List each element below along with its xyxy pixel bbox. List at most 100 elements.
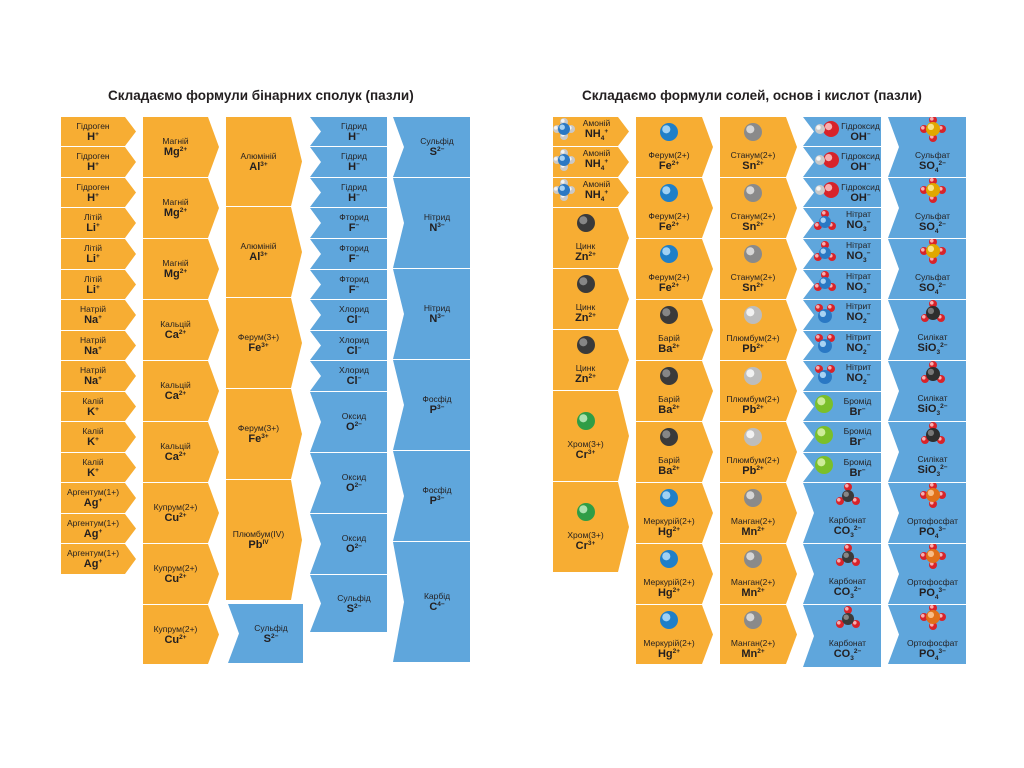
puzzle-piece[interactable]: Гідроксид OH− xyxy=(803,147,881,177)
puzzle-piece[interactable]: Магній Mg2+ xyxy=(143,117,219,177)
puzzle-piece[interactable]: Магній Mg2+ xyxy=(143,239,219,299)
puzzle-piece[interactable]: Плюмбум(2+) Pb2+ xyxy=(720,361,797,421)
puzzle-piece[interactable]: Нітрид N3− xyxy=(393,269,470,359)
puzzle-piece[interactable]: Калій K+ xyxy=(61,392,136,421)
puzzle-piece[interactable]: Меркурій(2+) Hg2+ xyxy=(636,483,713,543)
puzzle-piece[interactable]: Натрій Na+ xyxy=(61,361,136,391)
puzzle-piece[interactable]: Карбонат CO32− xyxy=(803,544,881,604)
puzzle-piece[interactable]: Фторид F− xyxy=(310,270,387,299)
puzzle-piece[interactable]: Нітрит NO2− xyxy=(803,300,881,330)
puzzle-piece[interactable]: Сульфат SO42− xyxy=(888,117,966,177)
puzzle-piece[interactable]: Гідроксид OH− xyxy=(803,117,881,146)
puzzle-piece[interactable]: Сульфід S2− xyxy=(228,604,303,663)
puzzle-piece[interactable]: Гідрид H− xyxy=(310,178,387,207)
puzzle-piece[interactable]: Алюміній Al3+ xyxy=(226,117,302,206)
puzzle-piece[interactable]: Гідроген H+ xyxy=(61,117,136,146)
puzzle-piece[interactable]: Станум(2+) Sn2+ xyxy=(720,239,797,299)
puzzle-piece[interactable]: Карбонат CO32− xyxy=(803,605,881,667)
puzzle-piece[interactable]: Цинк Zn2+ xyxy=(553,208,629,268)
puzzle-piece[interactable]: Плюмбум(IV) PbIV xyxy=(226,480,302,600)
puzzle-piece[interactable]: Манган(2+) Mn2+ xyxy=(720,483,797,543)
puzzle-piece[interactable]: Оксид O2− xyxy=(310,514,387,574)
puzzle-piece[interactable]: Карбонат CO32− xyxy=(803,483,881,543)
puzzle-piece[interactable]: Сульфат SO42− xyxy=(888,239,966,299)
puzzle-piece[interactable]: Фосфід P3− xyxy=(393,451,470,541)
puzzle-piece[interactable]: Хлорид Cl− xyxy=(310,331,387,360)
puzzle-piece[interactable]: Бромід Br− xyxy=(803,392,881,421)
puzzle-piece[interactable]: Літій Li+ xyxy=(61,239,136,269)
puzzle-piece[interactable]: Нітрид N3− xyxy=(393,178,470,268)
puzzle-piece[interactable]: Карбід C4− xyxy=(393,542,470,662)
puzzle-piece[interactable]: Станум(2+) Sn2+ xyxy=(720,117,797,177)
puzzle-piece[interactable]: Ортофосфат PO43− xyxy=(888,605,966,664)
puzzle-piece[interactable]: Манган(2+) Mn2+ xyxy=(720,605,797,664)
puzzle-piece[interactable]: Аргентум(1+) Ag+ xyxy=(61,544,136,574)
puzzle-piece[interactable]: Цинк Zn2+ xyxy=(553,330,629,390)
puzzle-piece[interactable]: Купрум(2+) Cu2+ xyxy=(143,483,219,543)
puzzle-piece[interactable]: Літій Li+ xyxy=(61,208,136,238)
puzzle-piece[interactable]: Силікат SiO32− xyxy=(888,422,966,482)
puzzle-piece[interactable]: Калій K+ xyxy=(61,453,136,482)
puzzle-piece[interactable]: Барій Ba2+ xyxy=(636,300,713,360)
puzzle-piece[interactable]: Кальцій Ca2+ xyxy=(143,361,219,421)
puzzle-piece[interactable]: Купрум(2+) Cu2+ xyxy=(143,544,219,604)
puzzle-piece[interactable]: Гідрид H− xyxy=(310,117,387,146)
puzzle-piece[interactable]: Хлорид Cl− xyxy=(310,300,387,330)
puzzle-piece[interactable]: Купрум(2+) Cu2+ xyxy=(143,605,219,664)
puzzle-piece[interactable]: Фосфід P3− xyxy=(393,360,470,450)
puzzle-piece[interactable]: Плюмбум(2+) Pb2+ xyxy=(720,300,797,360)
puzzle-piece[interactable]: Нітрит NO2− xyxy=(803,361,881,391)
puzzle-piece[interactable]: Амоній NH4+ xyxy=(553,178,629,207)
puzzle-piece[interactable]: Калій K+ xyxy=(61,422,136,452)
puzzle-piece[interactable]: Меркурій(2+) Hg2+ xyxy=(636,605,713,664)
puzzle-piece[interactable]: Ферум(3+) Fe3+ xyxy=(226,389,302,479)
puzzle-piece[interactable]: Хлорид Cl− xyxy=(310,361,387,391)
puzzle-piece[interactable]: Літій Li+ xyxy=(61,270,136,299)
puzzle-piece[interactable]: Ортофосфат PO43− xyxy=(888,544,966,604)
puzzle-piece[interactable]: Сульфід S2− xyxy=(393,117,470,177)
puzzle-piece[interactable]: Гідроксид OH− xyxy=(803,178,881,207)
puzzle-piece[interactable]: Оксид O2− xyxy=(310,453,387,513)
puzzle-piece[interactable]: Аргентум(1+) Ag+ xyxy=(61,483,136,513)
puzzle-piece[interactable]: Гідроген H+ xyxy=(61,178,136,207)
ion-name: Нітрит xyxy=(845,362,872,373)
puzzle-piece[interactable]: Бромід Br− xyxy=(803,422,881,452)
puzzle-piece[interactable]: Станум(2+) Sn2+ xyxy=(720,178,797,238)
puzzle-piece[interactable]: Оксид O2− xyxy=(310,392,387,452)
puzzle-piece[interactable]: Силікат SiO32− xyxy=(888,300,966,360)
puzzle-piece[interactable]: Ферум(2+) Fe2+ xyxy=(636,117,713,177)
puzzle-piece[interactable]: Натрій Na+ xyxy=(61,300,136,330)
puzzle-piece[interactable]: Амоній NH4+ xyxy=(553,117,629,146)
puzzle-piece[interactable]: Ортофосфат PO43− xyxy=(888,483,966,543)
puzzle-piece[interactable]: Ферум(3+) Fe3+ xyxy=(226,298,302,388)
puzzle-piece[interactable]: Нітрит NO2− xyxy=(803,331,881,360)
puzzle-piece[interactable]: Гідрид H− xyxy=(310,147,387,177)
puzzle-piece[interactable]: Фторид F− xyxy=(310,239,387,269)
puzzle-piece[interactable]: Барій Ba2+ xyxy=(636,361,713,421)
puzzle-piece[interactable]: Нітрат NO3− xyxy=(803,239,881,269)
puzzle-piece[interactable]: Цинк Zn2+ xyxy=(553,269,629,329)
puzzle-piece[interactable]: Силікат SiO32− xyxy=(888,361,966,421)
puzzle-piece[interactable]: Фторид F− xyxy=(310,208,387,238)
puzzle-piece[interactable]: Бромід Br− xyxy=(803,453,881,482)
puzzle-piece[interactable]: Сульфат SO42− xyxy=(888,178,966,238)
puzzle-piece[interactable]: Алюміній Al3+ xyxy=(226,207,302,297)
puzzle-piece[interactable]: Магній Mg2+ xyxy=(143,178,219,238)
puzzle-piece[interactable]: Ферум(2+) Fe2+ xyxy=(636,178,713,238)
puzzle-piece[interactable]: Сульфід S2− xyxy=(310,575,387,632)
puzzle-piece[interactable]: Барій Ba2+ xyxy=(636,422,713,482)
puzzle-piece[interactable]: Кальцій Ca2+ xyxy=(143,300,219,360)
puzzle-piece[interactable]: Кальцій Ca2+ xyxy=(143,422,219,482)
puzzle-piece[interactable]: Плюмбум(2+) Pb2+ xyxy=(720,422,797,482)
puzzle-piece[interactable]: Амоній NH4+ xyxy=(553,147,629,177)
puzzle-piece[interactable]: Меркурій(2+) Hg2+ xyxy=(636,544,713,604)
puzzle-piece[interactable]: Нітрат NO3− xyxy=(803,208,881,238)
puzzle-piece[interactable]: Гідроген H+ xyxy=(61,147,136,177)
puzzle-piece[interactable]: Хром(3+) Cr3+ xyxy=(553,482,629,572)
puzzle-piece[interactable]: Натрій Na+ xyxy=(61,331,136,360)
puzzle-piece[interactable]: Нітрат NO3− xyxy=(803,270,881,299)
puzzle-piece[interactable]: Хром(3+) Cr3+ xyxy=(553,391,629,481)
puzzle-piece[interactable]: Аргентум(1+) Ag+ xyxy=(61,514,136,543)
puzzle-piece[interactable]: Ферум(2+) Fe2+ xyxy=(636,239,713,299)
puzzle-piece[interactable]: Манган(2+) Mn2+ xyxy=(720,544,797,604)
